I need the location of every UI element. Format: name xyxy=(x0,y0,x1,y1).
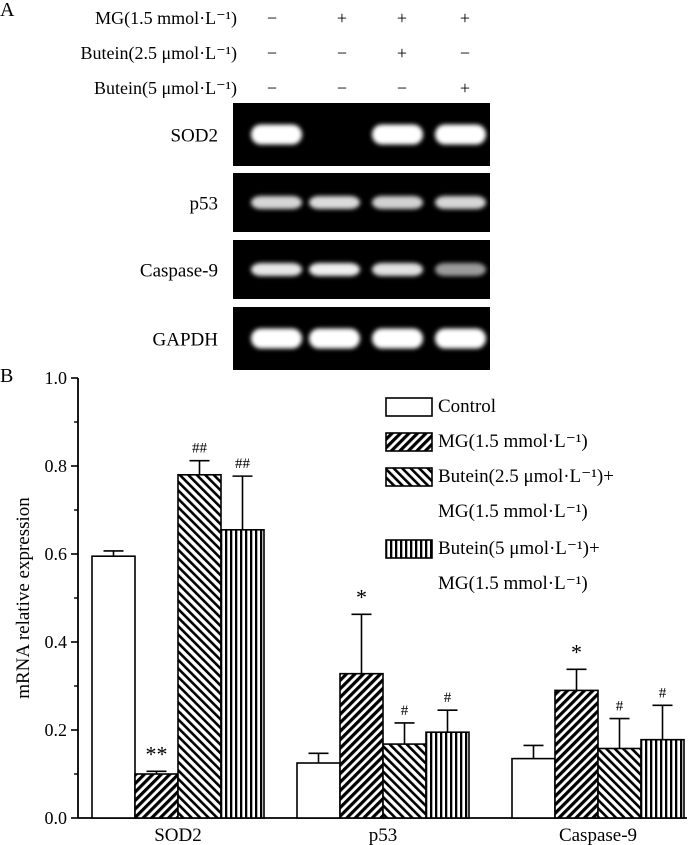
condition-sign: + xyxy=(337,8,347,28)
condition-sign: − xyxy=(460,43,470,63)
condition-sign: + xyxy=(397,8,407,28)
gel-band xyxy=(309,196,360,209)
y-tick-label: 0.4 xyxy=(45,632,68,652)
condition-sign: + xyxy=(460,8,470,28)
significance-label: # xyxy=(444,690,452,706)
condition-sign: − xyxy=(267,78,277,98)
significance-label: ## xyxy=(235,456,251,472)
bar xyxy=(554,689,599,819)
bar xyxy=(339,672,384,819)
chart-legend: Control MG(1.5 mmol·L⁻¹) Butein(2.5 μmol·L… xyxy=(385,396,614,594)
bar xyxy=(220,528,265,819)
panel-a-label: A xyxy=(0,0,15,21)
legend-label: MG(1.5 mmol·L⁻¹) xyxy=(438,573,588,594)
gel-band xyxy=(251,124,302,145)
legend-swatch xyxy=(385,397,433,417)
gel-band xyxy=(435,263,486,276)
gel-row-label: GAPDH xyxy=(153,330,219,351)
y-tick-label: 0.2 xyxy=(45,720,68,740)
condition-sign: − xyxy=(267,8,277,28)
legend-swatch xyxy=(385,539,433,559)
gel-row-label: SOD2 xyxy=(170,126,218,147)
gel-band xyxy=(251,328,302,349)
gel-band xyxy=(251,196,302,209)
condition-label: Butein(5 μmol·L⁻¹) xyxy=(94,78,237,99)
bar xyxy=(382,743,427,819)
significance-label: # xyxy=(616,699,624,715)
bar xyxy=(177,473,222,819)
y-axis-label: mRNA relative expression xyxy=(13,497,34,699)
condition-sign: − xyxy=(397,78,407,98)
gel-band xyxy=(372,263,423,276)
x-tick-label: Caspase-9 xyxy=(559,825,637,845)
significance-label: ** xyxy=(146,741,168,766)
condition-sign: − xyxy=(267,43,277,63)
y-tick-label: 0.8 xyxy=(45,456,68,476)
chart-bars: **####*##*## xyxy=(91,441,685,819)
gel-band xyxy=(435,328,486,349)
bar xyxy=(640,738,685,819)
condition-label: Butein(2.5 μmol·L⁻¹) xyxy=(80,43,237,64)
gel-image: SOD2 p53 Caspase-9 GAPDH xyxy=(140,103,490,370)
condition-label: MG(1.5 mmol·L⁻¹) xyxy=(95,8,237,29)
legend-label: MG(1.5 mmol·L⁻¹) xyxy=(438,431,588,452)
gel-band xyxy=(372,328,423,349)
y-tick-label: 0.0 xyxy=(45,808,68,828)
condition-sign: + xyxy=(460,78,470,98)
gel-band xyxy=(309,328,360,349)
condition-sign: − xyxy=(337,78,347,98)
condition-sign: − xyxy=(337,43,347,63)
treatment-conditions: MG(1.5 mmol·L⁻¹) − + + + Butein(2.5 μmol·L⁻¹)… xyxy=(80,8,470,99)
bar xyxy=(425,731,470,819)
gel-band xyxy=(309,263,360,276)
gel-row-label: Caspase-9 xyxy=(140,261,218,282)
significance-label: # xyxy=(659,685,667,701)
significance-label: # xyxy=(401,703,409,719)
panel-b-label: B xyxy=(0,365,13,387)
y-tick-label: 1.0 xyxy=(45,368,68,388)
bar xyxy=(296,762,341,819)
gel-band xyxy=(372,124,423,145)
significance-label: * xyxy=(356,584,367,609)
bar xyxy=(597,747,642,819)
x-tick-label: SOD2 xyxy=(154,825,202,845)
bar xyxy=(511,757,556,819)
y-tick-label: 0.6 xyxy=(45,544,68,564)
legend-swatch xyxy=(385,432,433,452)
gel-band xyxy=(372,196,423,209)
gel-band xyxy=(435,124,486,145)
significance-label: ## xyxy=(192,441,208,457)
condition-sign: + xyxy=(397,43,407,63)
legend-label: Butein(2.5 μmol·L⁻¹)+ xyxy=(438,466,614,487)
legend-label: MG(1.5 mmol·L⁻¹) xyxy=(438,501,588,522)
legend-label: Control xyxy=(438,396,496,417)
bar xyxy=(134,773,179,819)
x-tick-label: p53 xyxy=(369,825,398,845)
gel-band xyxy=(435,196,486,209)
bar xyxy=(91,555,136,819)
significance-label: * xyxy=(571,639,582,664)
gel-row-label: p53 xyxy=(190,194,219,215)
gel-band xyxy=(251,263,302,276)
legend-swatch xyxy=(385,467,433,487)
legend-label: Butein(5 μmol·L⁻¹)+ xyxy=(438,538,600,559)
